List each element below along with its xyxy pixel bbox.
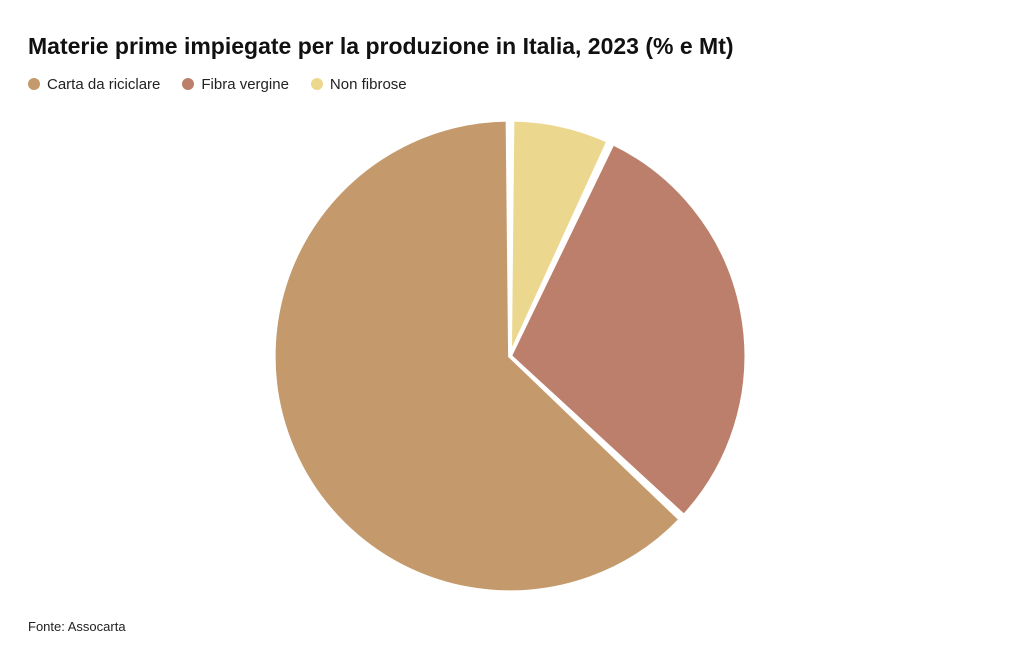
legend-swatch-icon [311,78,323,90]
legend-item-non-fibrose: Non fibrose [311,76,407,93]
chart-source-footer: Fonte: Assocarta [28,619,126,634]
legend-swatch-icon [182,78,194,90]
legend-label: Fibra vergine [201,76,289,93]
legend-swatch-icon [28,78,40,90]
legend-label: Non fibrose [330,76,407,93]
legend-item-carta-da-riciclare: Carta da riciclare [28,76,160,93]
legend-label: Carta da riciclare [47,76,160,93]
legend-item-fibra-vergine: Fibra vergine [182,76,289,93]
pie-area [28,101,992,611]
pie-chart [28,101,992,611]
chart-container: Materie prime impiegate per la produzion… [0,0,1020,650]
legend: Carta da riciclare Fibra vergine Non fib… [28,76,992,93]
chart-title: Materie prime impiegate per la produzion… [28,32,992,62]
